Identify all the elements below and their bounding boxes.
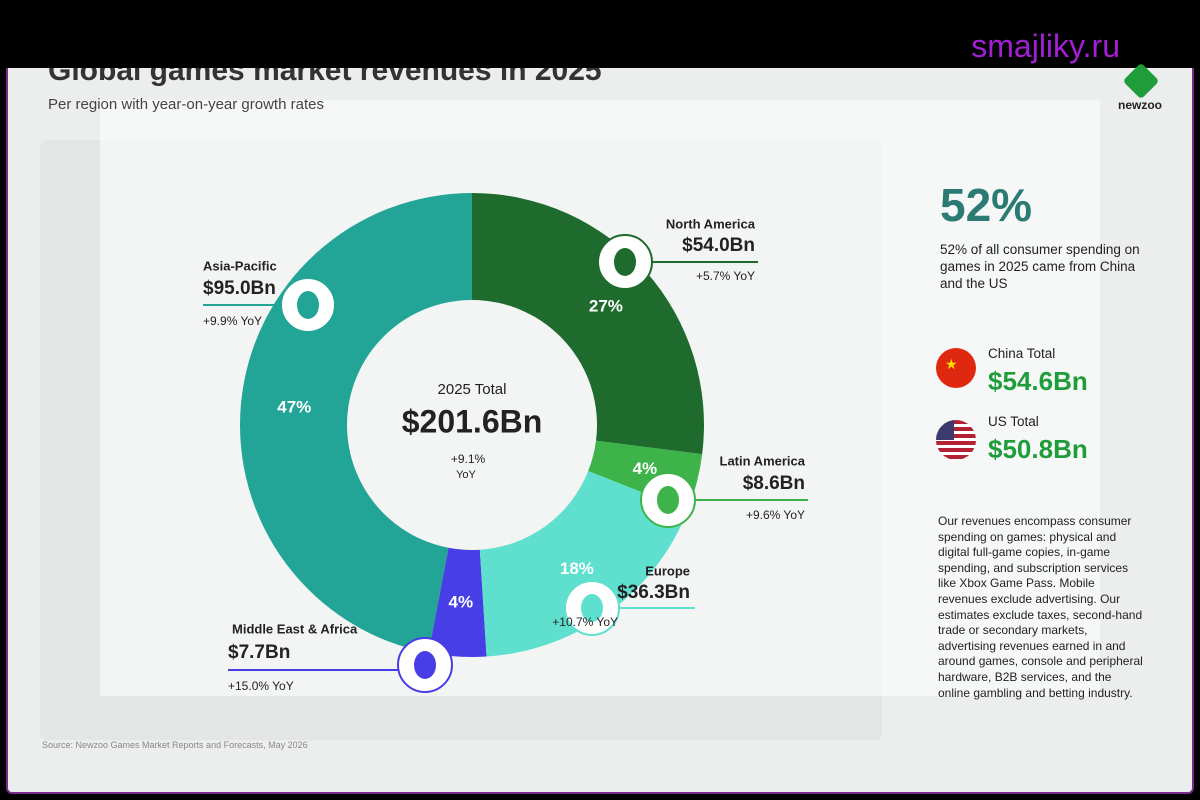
region-revenue: $36.3Bn: [617, 582, 690, 603]
source: Source: Newzoo Games Market Reports and …: [42, 740, 308, 750]
center-label: 2025 Total: [438, 381, 507, 398]
region-growth: +9.9% YoY: [203, 314, 262, 328]
segment-label: 4%: [449, 593, 474, 612]
subtitle: Per region with year-on-year growth rate…: [48, 96, 324, 113]
region-growth: +5.7% YoY: [696, 269, 755, 283]
us-flag: [936, 420, 976, 460]
country-value: $50.8Bn: [988, 434, 1088, 464]
region-growth: +10.7% YoY: [552, 615, 618, 629]
donut-segment: [472, 193, 704, 455]
region-shape: [297, 291, 319, 319]
center-value: $201.6Bn: [402, 403, 543, 439]
segment-label: 27%: [589, 296, 623, 315]
donut-segment: [479, 471, 688, 657]
region-shape: [657, 486, 679, 514]
segment-label: 4%: [633, 459, 658, 478]
donut-segment: [428, 547, 487, 657]
region-shape: [414, 651, 436, 679]
region-shape: [581, 594, 603, 622]
watermark: smajliky.ru: [971, 28, 1120, 64]
country-label: China Total: [988, 346, 1056, 361]
headline-text: 52% of all consumer spending on games in…: [940, 242, 1140, 291]
region-name: Asia-Pacific: [203, 258, 277, 273]
region-revenue: $54.0Bn: [682, 235, 755, 256]
center-growth: +9.1%: [451, 452, 486, 466]
country-value: $54.6Bn: [988, 366, 1088, 396]
segment-label: 18%: [560, 559, 594, 578]
note: Our revenues encompass consumer spending…: [938, 514, 1143, 700]
region-name: North America: [666, 216, 756, 231]
logo: newzoo: [1118, 98, 1162, 112]
region-growth: +15.0% YoY: [228, 679, 294, 693]
china-flag: ★: [936, 348, 976, 388]
region-revenue: $95.0Bn: [203, 278, 276, 299]
region-name: Middle East & Africa: [232, 621, 358, 636]
region-name: Europe: [645, 563, 690, 578]
top-bar: [0, 0, 1200, 68]
headline: 52%: [940, 179, 1033, 231]
region-revenue: $7.7Bn: [228, 642, 290, 663]
region-name: Latin America: [720, 453, 806, 468]
region-growth: +9.6% YoY: [746, 508, 805, 522]
region-revenue: $8.6Bn: [743, 473, 805, 494]
center-growth-unit: YoY: [456, 469, 476, 481]
country-label: US Total: [988, 414, 1039, 429]
region-shape: [614, 248, 636, 276]
segment-label: 47%: [277, 398, 311, 417]
